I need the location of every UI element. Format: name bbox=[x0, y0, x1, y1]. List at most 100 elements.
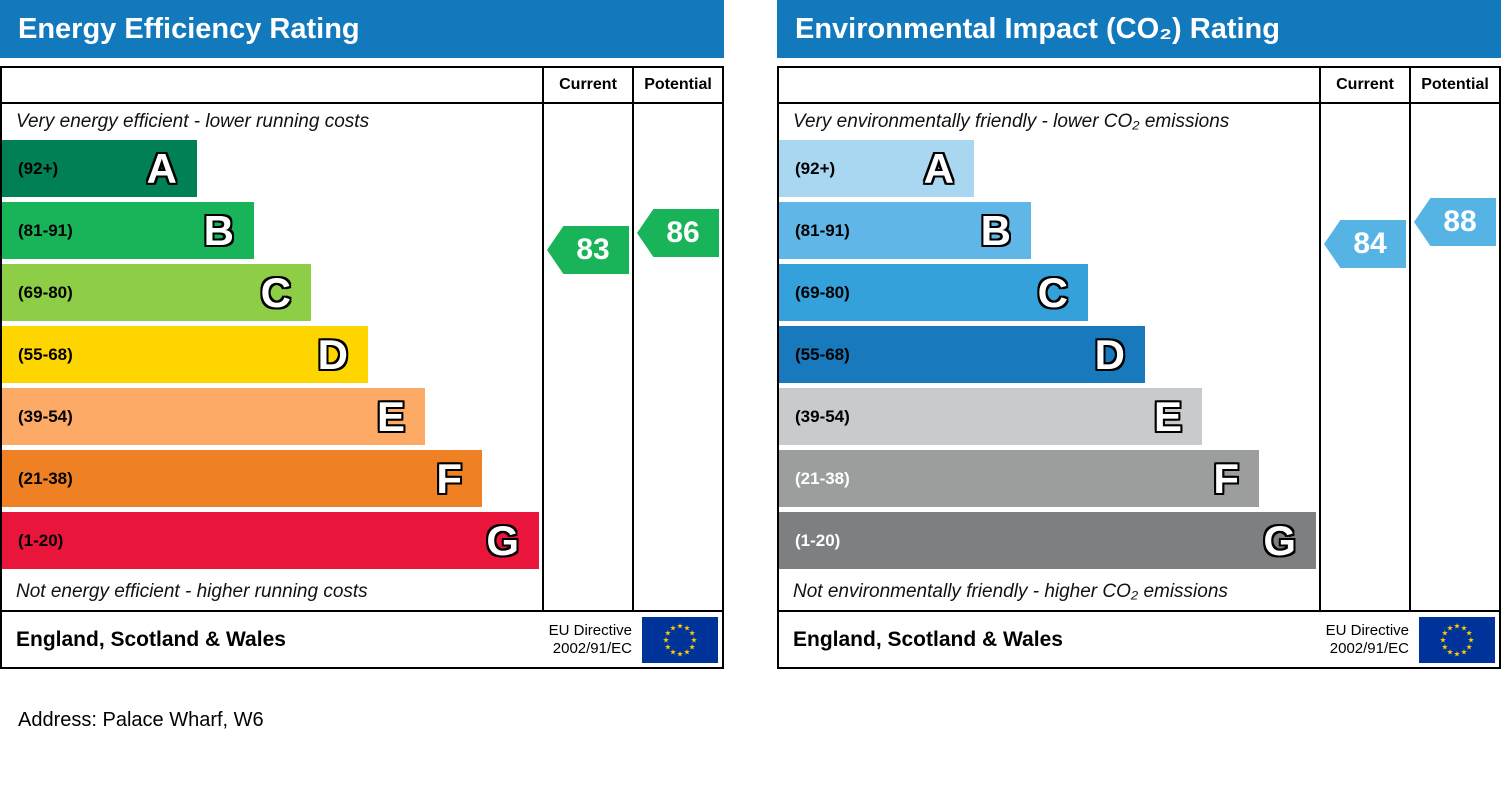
column-header-current: Current bbox=[1319, 68, 1409, 102]
svg-text:★: ★ bbox=[665, 642, 672, 651]
band-range-label: (81-91) bbox=[18, 220, 73, 240]
band-range-label: (55-68) bbox=[18, 344, 73, 364]
band-letter: F bbox=[436, 455, 462, 502]
band-e: (39-54) E bbox=[779, 388, 1202, 445]
band-range-label: (55-68) bbox=[795, 344, 850, 364]
region-label: England, Scotland & Wales bbox=[793, 627, 1063, 651]
energy-rating-table: Current Potential Very energy efficient … bbox=[0, 66, 724, 669]
band-range-label: (92+) bbox=[795, 158, 836, 178]
band-e: (39-54) E bbox=[2, 388, 425, 445]
eu-flag-icon: ★ ★ ★ ★ ★ ★ ★ ★ ★ ★ ★ ★ bbox=[1419, 616, 1495, 663]
eu-directive-label: EU Directive 2002/91/EC bbox=[548, 621, 632, 657]
region-label: England, Scotland & Wales bbox=[16, 627, 286, 651]
svg-text:★: ★ bbox=[1440, 635, 1447, 644]
svg-text:★: ★ bbox=[1461, 647, 1468, 656]
svg-text:★: ★ bbox=[1447, 647, 1454, 656]
svg-text:★: ★ bbox=[1468, 635, 1475, 644]
svg-text:★: ★ bbox=[689, 628, 696, 637]
band-c: (69-80) C bbox=[2, 264, 311, 321]
svg-text:★: ★ bbox=[1454, 621, 1461, 630]
band-letter: E bbox=[376, 393, 405, 440]
band-letter: B bbox=[980, 207, 1011, 254]
column-header-current: Current bbox=[542, 68, 632, 102]
column-header-potential: Potential bbox=[1409, 68, 1499, 102]
svg-text:★: ★ bbox=[691, 635, 698, 644]
column-header-row: Current Potential bbox=[2, 68, 722, 104]
band-b: (81-91) B bbox=[779, 202, 1031, 259]
bands-column: Very environmentally friendly - lower CO… bbox=[779, 104, 1319, 610]
svg-text:★: ★ bbox=[663, 635, 670, 644]
potential-rating-value: 86 bbox=[666, 216, 700, 249]
band-a: (92+) A bbox=[779, 140, 974, 197]
band-letter: D bbox=[317, 331, 348, 378]
band-letter: C bbox=[260, 269, 291, 316]
current-rating-arrow: 83 bbox=[547, 226, 629, 274]
eu-directive-label: EU Directive 2002/91/EC bbox=[1325, 621, 1409, 657]
band-letter: B bbox=[203, 207, 234, 254]
svg-text:★: ★ bbox=[1454, 649, 1461, 658]
potential-column: 88 bbox=[1409, 104, 1499, 610]
svg-text:★: ★ bbox=[1466, 628, 1473, 637]
potential-rating-arrow: 88 bbox=[1414, 198, 1496, 246]
band-letter: G bbox=[486, 517, 519, 564]
panel-title-energy: Energy Efficiency Rating bbox=[0, 0, 724, 58]
band-letter: F bbox=[1213, 455, 1239, 502]
band-range-label: (69-80) bbox=[18, 282, 73, 302]
epc-rating-panels: Energy Efficiency Rating Current Potenti… bbox=[0, 0, 1501, 669]
band-b: (81-91) B bbox=[2, 202, 254, 259]
column-header-spacer bbox=[779, 68, 1319, 102]
current-column: 83 bbox=[542, 104, 632, 610]
band-f: (21-38) F bbox=[2, 450, 482, 507]
rating-bands: (92+) A (81-91) B (69-80) C (55-68) bbox=[2, 140, 542, 574]
band-a: (92+) A bbox=[2, 140, 197, 197]
svg-text:★: ★ bbox=[689, 642, 696, 651]
band-range-label: (1-20) bbox=[18, 530, 64, 550]
band-range-label: (81-91) bbox=[795, 220, 850, 240]
rating-body: Very environmentally friendly - lower CO… bbox=[779, 104, 1499, 610]
column-header-potential: Potential bbox=[632, 68, 722, 102]
bottom-note: Not environmentally friendly - higher CO… bbox=[793, 581, 1228, 602]
potential-rating-value: 88 bbox=[1443, 205, 1477, 238]
svg-text:★: ★ bbox=[670, 647, 677, 656]
panel-title-environmental: Environmental Impact (CO₂) Rating bbox=[777, 0, 1501, 58]
svg-text:★: ★ bbox=[1442, 642, 1449, 651]
footer-row: England, Scotland & Wales EU Directive 2… bbox=[779, 610, 1499, 667]
svg-text:★: ★ bbox=[670, 623, 677, 632]
environmental-impact-panel: Environmental Impact (CO₂) Rating Curren… bbox=[777, 0, 1501, 669]
footer-row: England, Scotland & Wales EU Directive 2… bbox=[2, 610, 722, 667]
bands-column: Very energy efficient - lower running co… bbox=[2, 104, 542, 610]
band-letter: A bbox=[146, 145, 177, 192]
band-letter: E bbox=[1153, 393, 1182, 440]
current-rating-value: 83 bbox=[576, 233, 610, 266]
svg-text:★: ★ bbox=[1461, 623, 1468, 632]
svg-text:★: ★ bbox=[1447, 623, 1454, 632]
band-range-label: (69-80) bbox=[795, 282, 850, 302]
rating-bands: (92+) A (81-91) B (69-80) C (55-68) bbox=[779, 140, 1319, 574]
band-range-label: (92+) bbox=[18, 158, 59, 178]
energy-efficiency-panel: Energy Efficiency Rating Current Potenti… bbox=[0, 0, 724, 669]
band-d: (55-68) D bbox=[2, 326, 368, 383]
band-c: (69-80) C bbox=[779, 264, 1088, 321]
band-range-label: (1-20) bbox=[795, 530, 841, 550]
svg-text:★: ★ bbox=[665, 628, 672, 637]
band-letter: G bbox=[1263, 517, 1296, 564]
current-column: 84 bbox=[1319, 104, 1409, 610]
band-range-label: (21-38) bbox=[18, 468, 73, 488]
band-letter: D bbox=[1094, 331, 1125, 378]
band-letter: A bbox=[923, 145, 954, 192]
band-letter: C bbox=[1037, 269, 1068, 316]
current-rating-arrow: 84 bbox=[1324, 220, 1406, 268]
rating-body: Very energy efficient - lower running co… bbox=[2, 104, 722, 610]
potential-rating-arrow: 86 bbox=[637, 209, 719, 257]
potential-column: 86 bbox=[632, 104, 722, 610]
environmental-rating-table: Current Potential Very environmentally f… bbox=[777, 66, 1501, 669]
band-f: (21-38) F bbox=[779, 450, 1259, 507]
top-note: Very environmentally friendly - lower CO… bbox=[793, 111, 1230, 132]
svg-text:★: ★ bbox=[677, 649, 684, 658]
top-note: Very energy efficient - lower running co… bbox=[16, 111, 370, 132]
property-address: Address: Palace Wharf, W6 bbox=[18, 709, 264, 731]
column-header-row: Current Potential bbox=[779, 68, 1499, 104]
eu-flag-icon: ★ ★ ★ ★ ★ ★ ★ ★ ★ ★ ★ ★ bbox=[642, 616, 718, 663]
band-g: (1-20) G bbox=[2, 512, 539, 569]
svg-text:★: ★ bbox=[677, 621, 684, 630]
